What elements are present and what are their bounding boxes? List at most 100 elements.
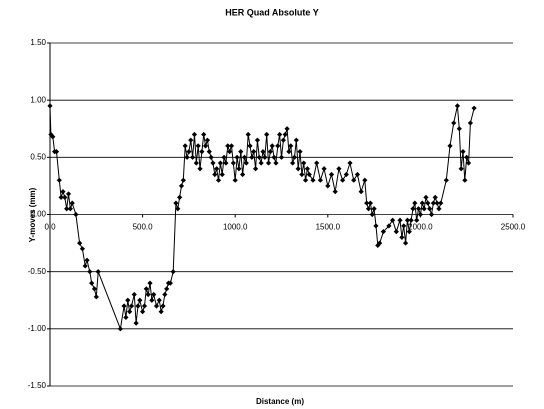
data-marker <box>282 131 288 138</box>
data-marker <box>223 160 229 166</box>
data-marker <box>286 149 292 155</box>
data-marker <box>343 171 349 178</box>
data-marker <box>180 177 186 183</box>
data-marker <box>164 286 170 292</box>
data-marker <box>137 297 143 303</box>
data-marker <box>436 206 442 212</box>
data-marker <box>210 160 216 166</box>
data-marker <box>191 131 198 138</box>
data-marker <box>160 303 166 309</box>
data-marker <box>414 217 420 223</box>
data-marker <box>93 294 99 300</box>
data-marker <box>427 206 433 212</box>
y-axis-title: Y-moves (mm) <box>28 187 37 242</box>
data-marker <box>125 297 131 303</box>
data-marker <box>167 280 173 286</box>
data-marker <box>267 149 273 155</box>
data-marker <box>332 189 338 195</box>
x-tick-label: 1000.0 <box>223 223 248 232</box>
data-marker <box>240 171 246 178</box>
data-marker <box>123 314 129 320</box>
data-marker <box>208 154 214 160</box>
data-marker <box>340 177 346 183</box>
data-marker <box>117 326 123 332</box>
data-marker <box>354 171 361 178</box>
data-marker <box>219 171 225 178</box>
data-marker <box>149 297 155 303</box>
data-marker <box>190 154 196 160</box>
data-marker <box>271 154 277 160</box>
data-marker <box>404 217 411 223</box>
data-marker <box>64 206 70 212</box>
data-marker <box>254 137 261 143</box>
data-marker <box>227 149 233 155</box>
data-marker <box>73 211 79 218</box>
data-marker <box>128 303 135 309</box>
y-tick-label: 1.00 <box>30 95 46 104</box>
data-marker <box>225 143 231 149</box>
x-tick-label: 1500.0 <box>316 223 341 232</box>
data-marker <box>140 309 146 315</box>
data-marker <box>121 303 127 309</box>
data-marker <box>89 280 95 286</box>
data-marker <box>265 160 272 166</box>
data-marker <box>351 177 357 183</box>
data-marker <box>53 149 60 155</box>
y-tick-label: 1.50 <box>30 38 46 47</box>
data-marker <box>438 200 444 206</box>
data-marker <box>133 320 139 326</box>
data-marker <box>188 137 194 143</box>
data-marker <box>252 166 259 172</box>
data-marker <box>434 200 440 206</box>
data-marker <box>325 183 331 189</box>
data-marker <box>393 229 399 235</box>
data-marker <box>249 154 255 160</box>
data-marker <box>273 160 279 166</box>
data-marker <box>230 160 236 166</box>
data-marker <box>365 206 372 212</box>
data-marker <box>69 200 75 206</box>
data-marker <box>428 211 435 218</box>
data-marker <box>304 166 311 172</box>
data-marker <box>251 149 257 155</box>
data-marker <box>173 200 179 206</box>
data-marker <box>399 234 405 240</box>
data-marker <box>204 137 211 143</box>
data-marker <box>390 217 396 223</box>
data-marker <box>291 154 298 160</box>
data-marker <box>280 137 286 143</box>
x-tick-label: 0.0 <box>44 223 56 232</box>
data-marker <box>60 189 66 195</box>
y-tick-label: -1.00 <box>28 324 47 333</box>
data-marker <box>373 223 379 229</box>
data-marker <box>284 126 290 132</box>
data-marker <box>364 200 370 206</box>
data-marker <box>458 166 464 172</box>
data-marker <box>417 211 423 218</box>
data-marker <box>243 160 249 166</box>
data-marker <box>288 143 294 149</box>
data-marker <box>84 257 90 263</box>
data-marker <box>358 189 364 195</box>
data-marker <box>199 149 205 155</box>
data-marker <box>328 171 335 178</box>
data-marker <box>314 160 320 166</box>
data-marker <box>215 177 222 183</box>
data-marker <box>301 160 307 166</box>
data-marker <box>310 177 316 183</box>
data-marker <box>275 143 281 149</box>
data-marker <box>212 171 218 178</box>
data-marker <box>162 291 168 298</box>
data-marker <box>406 229 412 235</box>
data-marker <box>415 206 422 212</box>
data-marker <box>245 131 251 138</box>
data-marker <box>451 120 457 126</box>
data-marker <box>202 143 209 149</box>
data-marker <box>432 194 438 200</box>
data-marker <box>295 166 301 172</box>
data-marker <box>367 200 373 206</box>
y-tick-label: -1.50 <box>28 381 47 390</box>
data-marker <box>412 200 418 206</box>
data-marker <box>186 149 192 155</box>
